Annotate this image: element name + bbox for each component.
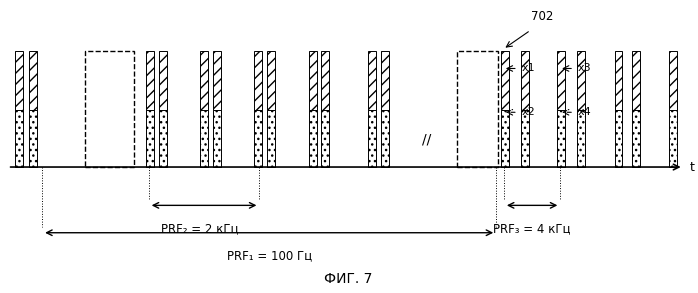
Bar xyxy=(368,110,376,167)
Text: ФИГ. 7: ФИГ. 7 xyxy=(324,272,372,286)
Bar xyxy=(146,51,154,110)
Bar xyxy=(213,51,221,110)
Bar xyxy=(557,110,565,167)
Bar xyxy=(309,110,316,167)
Bar xyxy=(380,51,389,110)
Bar xyxy=(669,51,676,110)
Text: x2: x2 xyxy=(522,107,535,117)
Bar xyxy=(521,51,528,110)
Bar xyxy=(557,51,565,110)
Bar xyxy=(213,110,221,167)
Bar xyxy=(614,51,623,110)
Bar xyxy=(254,110,262,167)
Bar xyxy=(267,110,275,167)
Bar xyxy=(200,110,208,167)
Text: PRF₁ = 100 Гц: PRF₁ = 100 Гц xyxy=(227,249,312,262)
Bar xyxy=(501,51,509,110)
Bar xyxy=(267,51,275,110)
Bar xyxy=(15,51,22,110)
Bar xyxy=(200,51,208,110)
Bar xyxy=(29,110,37,167)
Bar xyxy=(456,51,498,167)
Bar xyxy=(158,51,167,110)
Text: PRF₂ = 2 кГц: PRF₂ = 2 кГц xyxy=(161,222,239,235)
Text: x1: x1 xyxy=(522,64,535,74)
Bar xyxy=(501,110,509,167)
Text: PRF₃ = 4 кГц: PRF₃ = 4 кГц xyxy=(493,222,570,235)
Bar xyxy=(368,51,376,110)
Bar xyxy=(521,110,528,167)
Bar xyxy=(614,110,623,167)
Text: //: // xyxy=(422,133,431,147)
Bar xyxy=(322,51,329,110)
Bar xyxy=(29,51,37,110)
Bar xyxy=(632,51,640,110)
Bar xyxy=(84,51,134,167)
Bar xyxy=(309,51,316,110)
Text: x3: x3 xyxy=(578,64,592,74)
Text: x4: x4 xyxy=(578,107,592,117)
Bar xyxy=(146,110,154,167)
Text: t: t xyxy=(690,161,695,173)
Bar xyxy=(254,51,262,110)
Bar xyxy=(577,110,585,167)
Bar xyxy=(380,110,389,167)
Bar xyxy=(158,110,167,167)
Bar xyxy=(669,110,676,167)
Bar xyxy=(15,110,22,167)
Bar xyxy=(577,51,585,110)
Text: 702: 702 xyxy=(530,10,553,23)
Bar xyxy=(322,110,329,167)
Bar xyxy=(632,110,640,167)
